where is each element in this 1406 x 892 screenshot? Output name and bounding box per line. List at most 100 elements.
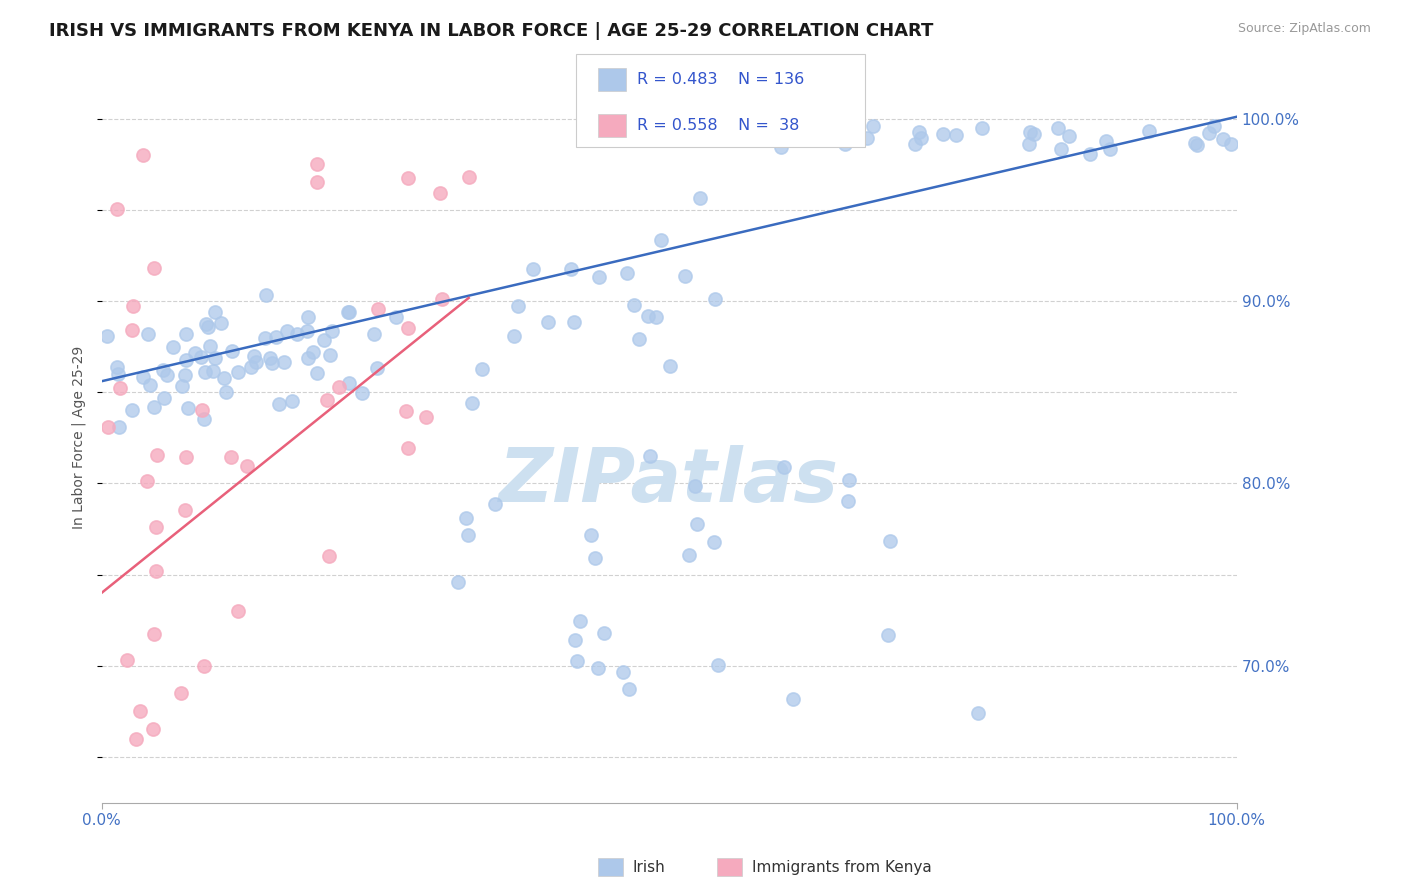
Point: [337, 305, 360, 319]
Point: [128, 705, 150, 719]
Point: [432, 292, 454, 306]
Point: [191, 402, 214, 417]
Point: [588, 270, 610, 285]
Point: [194, 318, 217, 332]
Point: [337, 304, 360, 318]
Point: [447, 575, 470, 590]
Point: [219, 450, 242, 464]
Point: [215, 384, 238, 399]
Point: [396, 441, 419, 455]
Point: [121, 322, 143, 336]
Point: [366, 361, 388, 376]
Point: [1202, 120, 1225, 134]
Text: Immigrants from Kenya: Immigrants from Kenya: [752, 860, 932, 874]
Point: [502, 328, 524, 343]
Point: [593, 626, 616, 640]
Point: [461, 396, 484, 410]
Point: [522, 262, 544, 277]
Point: [264, 330, 287, 344]
Point: [174, 450, 197, 464]
Point: [97, 420, 120, 434]
Point: [302, 344, 325, 359]
Point: [834, 137, 856, 152]
Point: [110, 381, 132, 395]
Point: [202, 364, 225, 378]
Point: [212, 370, 235, 384]
Point: [174, 326, 197, 341]
Point: [735, 120, 758, 134]
Point: [1047, 121, 1070, 136]
Point: [259, 351, 281, 365]
Point: [204, 305, 226, 319]
Point: [173, 368, 195, 382]
Point: [184, 346, 207, 360]
Point: [221, 343, 243, 358]
Point: [307, 366, 329, 380]
Text: Irish: Irish: [633, 860, 665, 874]
Point: [644, 310, 666, 325]
Point: [837, 493, 859, 508]
Point: [193, 411, 215, 425]
Point: [115, 652, 138, 666]
Point: [879, 534, 901, 549]
Point: [153, 391, 176, 405]
Point: [689, 191, 711, 205]
Point: [650, 233, 672, 247]
Point: [174, 503, 197, 517]
Point: [910, 131, 932, 145]
Point: [1137, 124, 1160, 138]
Point: [197, 319, 219, 334]
Point: [321, 324, 343, 338]
Point: [703, 535, 725, 549]
Point: [307, 175, 329, 189]
Point: [562, 315, 585, 329]
Point: [1059, 128, 1081, 143]
Point: [678, 548, 700, 562]
Point: [367, 301, 389, 316]
Point: [627, 332, 650, 346]
Point: [350, 386, 373, 401]
Point: [396, 170, 419, 185]
Point: [142, 626, 165, 640]
Point: [1018, 136, 1040, 151]
Point: [560, 262, 582, 277]
Point: [568, 615, 591, 629]
Point: [276, 324, 298, 338]
Point: [226, 604, 249, 618]
Point: [337, 376, 360, 391]
Point: [139, 378, 162, 392]
Point: [773, 460, 796, 475]
Point: [972, 121, 994, 136]
Point: [297, 310, 319, 325]
Point: [484, 497, 506, 511]
Point: [747, 124, 769, 138]
Point: [904, 137, 927, 152]
Point: [226, 365, 249, 379]
Point: [820, 120, 842, 134]
Point: [1184, 136, 1206, 151]
Point: [862, 119, 884, 133]
Point: [415, 409, 437, 424]
Point: [1019, 125, 1042, 139]
Point: [307, 157, 329, 171]
Point: [170, 379, 193, 393]
Point: [142, 722, 165, 736]
Point: [876, 627, 898, 641]
Point: [145, 564, 167, 578]
Point: [198, 338, 221, 352]
Point: [1024, 127, 1046, 141]
Point: [312, 333, 335, 347]
Point: [707, 657, 730, 672]
Point: [908, 126, 931, 140]
Point: [328, 380, 350, 394]
Point: [122, 299, 145, 313]
Point: [579, 527, 602, 541]
Text: ZIPatlas: ZIPatlas: [499, 445, 839, 518]
Point: [637, 309, 659, 323]
Point: [125, 731, 148, 746]
Point: [616, 266, 638, 280]
Point: [146, 448, 169, 462]
Point: [174, 353, 197, 368]
Point: [363, 326, 385, 341]
Point: [932, 128, 955, 142]
